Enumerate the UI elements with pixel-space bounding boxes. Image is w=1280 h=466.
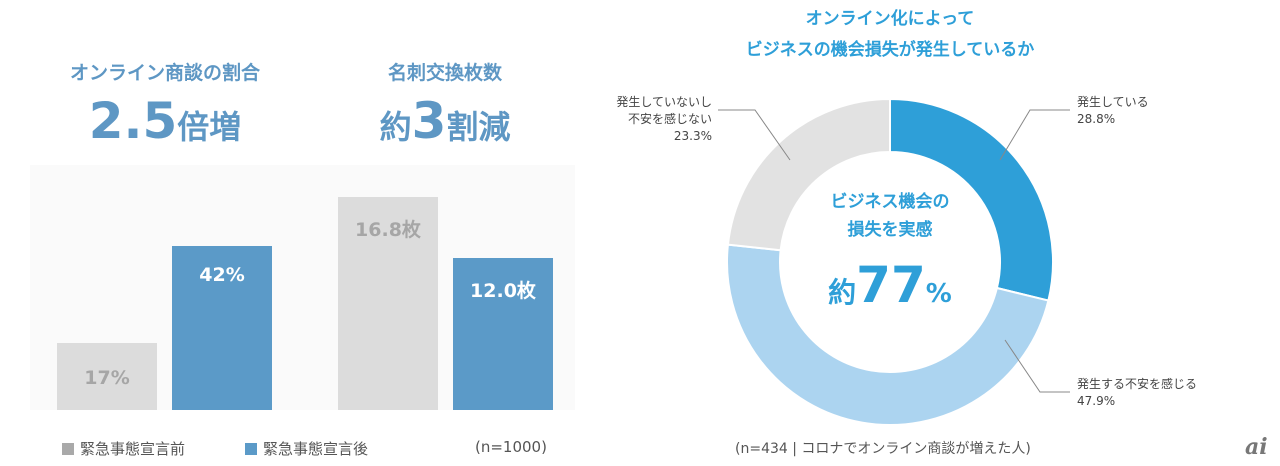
- legend-swatch: [62, 443, 74, 455]
- donut-chart: [726, 97, 1054, 426]
- donut-title-line2: ビジネスの機会損失が発生しているか: [745, 40, 1035, 60]
- bar-after: [172, 245, 272, 410]
- legend-swatch: [245, 443, 257, 455]
- label-occurring: 発生している 28.8%: [1077, 94, 1149, 128]
- slice-label: 発生する不安を感じる: [1077, 377, 1198, 391]
- slice-value: 23.3%: [673, 129, 712, 143]
- online-meeting-headline: 2.5倍増: [40, 92, 290, 150]
- legend-label: 緊急事態宣言後: [263, 440, 369, 458]
- slice-label: 発生している: [1077, 95, 1149, 109]
- slice-value: 47.9%: [1077, 394, 1116, 408]
- bar-chart-panel: 17% 42% 16.8枚 12.0枚: [30, 165, 575, 410]
- donut-slice-1: [726, 243, 1050, 426]
- slice-value: 28.8%: [1077, 112, 1116, 126]
- ai-logo: ai: [1245, 434, 1268, 460]
- label-not-occurring: 発生していないし不安を感じない 23.3%: [580, 94, 712, 145]
- label-anxious: 発生する不安を感じる 47.9%: [1077, 376, 1197, 410]
- bar-value-label: 42%: [199, 263, 245, 286]
- headline-prefix: 約: [379, 108, 412, 146]
- donut-center-text: ビジネス機会の 損失を実感: [790, 188, 990, 244]
- bar-value-label: 17%: [84, 366, 130, 389]
- bar-before: [338, 196, 438, 410]
- business-card-title: 名刺交換枚数: [387, 62, 502, 84]
- donut-note: (n=434 | コロナでオンライン商談が増えた人): [735, 441, 1031, 457]
- bar-value-label: 12.0枚: [470, 279, 536, 302]
- center-prefix: 約: [828, 276, 857, 309]
- online-meeting-title: オンライン商談の割合: [69, 62, 260, 84]
- business-card-headline: 約3割減: [320, 92, 570, 150]
- bar-after: [453, 257, 553, 410]
- headline-suffix: 倍増: [177, 108, 242, 146]
- donut-title-line1: オンライン化によって: [805, 9, 975, 29]
- slice-label: 不安を感じない: [627, 112, 712, 126]
- legend-after: 緊急事態宣言後: [245, 438, 368, 459]
- bar-value-label: 16.8枚: [355, 218, 421, 241]
- headline-suffix: 割減: [446, 108, 511, 146]
- legend-before: 緊急事態宣言前: [62, 438, 185, 459]
- center-suffix: %: [925, 279, 952, 309]
- bar-before: [57, 343, 157, 410]
- legend-label: 緊急事態宣言前: [80, 440, 186, 458]
- headline-number: 3: [411, 92, 447, 150]
- center-line: ビジネス機会の: [830, 192, 950, 212]
- center-line: 損失を実感: [847, 220, 933, 240]
- center-number: 77: [856, 256, 926, 314]
- slice-label: 発生していないし: [616, 95, 712, 109]
- donut-slice-2: [726, 97, 891, 252]
- donut-slice-0: [889, 97, 1054, 302]
- sample-size-note: (n=1000): [475, 438, 547, 456]
- headline-number: 2.5: [88, 92, 178, 150]
- donut-center-value: 約77%: [790, 256, 990, 314]
